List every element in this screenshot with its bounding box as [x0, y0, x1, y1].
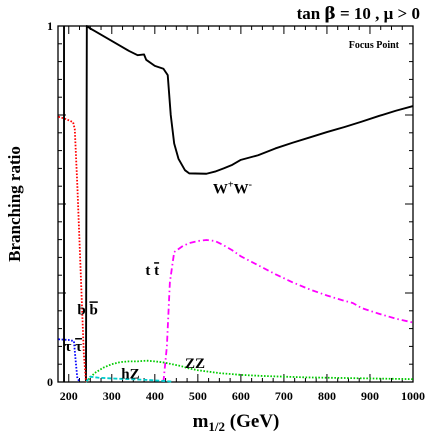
- x-tick-label: 1000: [401, 389, 425, 403]
- series-t-t-line: [162, 239, 414, 383]
- x-tick-label: 500: [189, 389, 207, 403]
- focus-point-annotation: Focus Point: [349, 40, 400, 51]
- x-tick-label: 400: [146, 389, 164, 403]
- x-tick-label: 300: [103, 389, 121, 403]
- label-zz: ZZ: [185, 356, 205, 372]
- series-hz-line: [85, 375, 173, 383]
- y-tick-labels: 01: [47, 19, 53, 389]
- x-tick-label: 900: [361, 389, 379, 403]
- chart-title: tan β = 10 , μ > 0: [297, 4, 420, 24]
- label-series: τ τ: [64, 339, 82, 355]
- x-tick-label: 600: [232, 389, 250, 403]
- x-tick-label: 800: [318, 389, 336, 403]
- y-tick-label: 1: [47, 19, 53, 33]
- y-tick-label: 0: [47, 375, 53, 389]
- x-tick-label: 700: [275, 389, 293, 403]
- series-w-w-line: [85, 25, 414, 383]
- x-tick-labels: 200 300 400 500 600 700 800 900 1000: [60, 389, 425, 403]
- label-b-b: b b: [77, 302, 97, 318]
- series-labels: W+W-t t b b τ τ hZ ZZ: [64, 179, 252, 382]
- series-zz-line: [85, 359, 414, 383]
- ticks-group: [57, 25, 414, 383]
- plot-frame: [57, 25, 414, 383]
- label-w-w: W+W-: [213, 179, 252, 197]
- x-axis-label: m1/2 (GeV): [193, 411, 280, 434]
- label-hz: hZ: [121, 366, 139, 382]
- y-axis-label: Branching ratio: [5, 146, 24, 262]
- label-t-t: t t: [145, 263, 159, 279]
- x-tick-label: 200: [60, 389, 78, 403]
- series-b-b-line: [58, 115, 87, 383]
- series-group: [58, 25, 414, 383]
